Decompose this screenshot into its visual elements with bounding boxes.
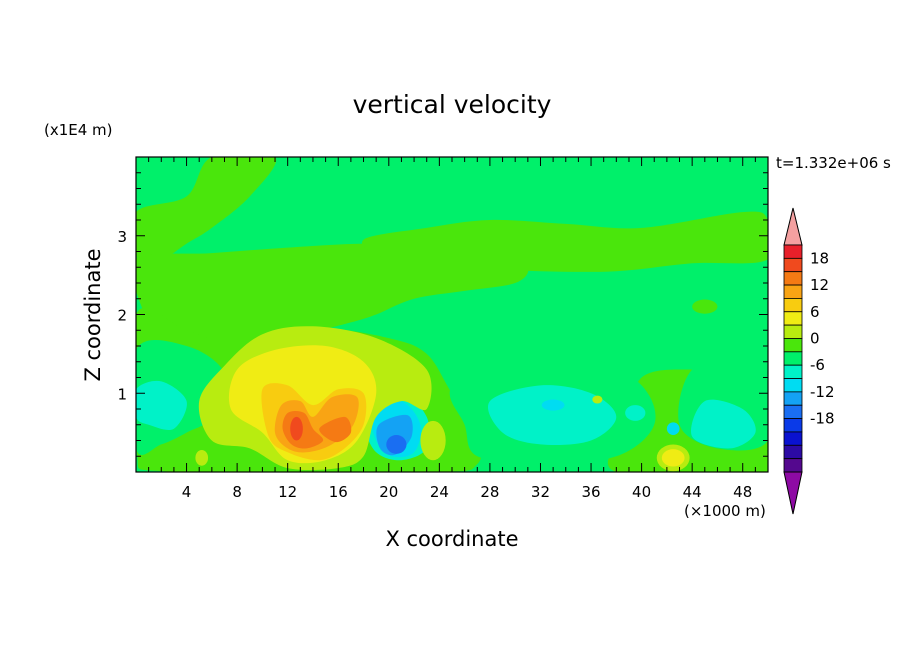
colorbar-band xyxy=(783,391,803,406)
y-tick-label: 1 xyxy=(117,385,127,403)
contour-region-27 xyxy=(661,449,685,467)
colorbar-band xyxy=(783,404,803,419)
contour-region-0 xyxy=(136,157,277,262)
contour-region-10 xyxy=(487,385,617,446)
contour-region-1 xyxy=(136,243,529,354)
colorbar-label: 0 xyxy=(810,329,820,347)
x-unit-label: (×1000 m) xyxy=(684,502,766,520)
x-tick-label: 4 xyxy=(182,483,192,501)
x-tick-label: 48 xyxy=(733,483,752,501)
x-tick-label: 12 xyxy=(278,483,297,501)
colorbar-band xyxy=(783,244,803,259)
colorbar-band xyxy=(783,418,803,433)
colorbar-band xyxy=(783,284,803,299)
axis-ticks xyxy=(136,157,768,472)
colorbar: 18 12 6 0 -6 -12 -18 xyxy=(783,207,835,515)
contour-region-15 xyxy=(386,434,407,454)
colorbar-band xyxy=(783,378,803,393)
contour-region-16 xyxy=(541,399,565,411)
contour-region-18 xyxy=(625,405,646,421)
contour-region-4 xyxy=(692,299,718,314)
colorbar-label: 6 xyxy=(810,303,820,321)
colorbar-band xyxy=(783,338,803,353)
colorbar-bottom-extension xyxy=(783,471,803,515)
colorbar-band xyxy=(783,324,803,339)
x-tick-label: 44 xyxy=(683,483,702,501)
contour-region-25 xyxy=(290,416,303,441)
colorbar-band xyxy=(783,257,803,273)
x-tick-label: 32 xyxy=(531,483,550,501)
colorbar-band xyxy=(783,311,803,326)
colorbar-band xyxy=(783,298,803,313)
colorbar-band xyxy=(783,271,803,286)
x-tick-label: 40 xyxy=(632,483,651,501)
x-tick-label: 20 xyxy=(379,483,398,501)
x-tick-label: 36 xyxy=(581,483,600,501)
y-tick-label: 2 xyxy=(117,307,127,325)
time-label: t=1.332e+06 s xyxy=(776,154,891,172)
contour-region-17 xyxy=(666,422,680,435)
contour-region-24 xyxy=(319,416,352,443)
colorbar-band xyxy=(783,444,803,460)
x-tick-labels: 4 8 12 16 20 24 28 32 36 40 44 48 xyxy=(182,483,752,501)
colorbar-label: -18 xyxy=(810,410,835,428)
contour-region-3 xyxy=(362,211,768,272)
contour-region-29 xyxy=(592,395,603,404)
contour-region-11 xyxy=(691,399,756,449)
contour-region-30 xyxy=(195,449,209,466)
y-tick-label: 3 xyxy=(117,228,127,246)
colorbar-band xyxy=(783,351,803,366)
x-axis-label: X coordinate xyxy=(385,527,518,551)
y-axis-label: Z coordinate xyxy=(81,248,105,381)
contour-field xyxy=(136,157,768,472)
colorbar-band xyxy=(783,364,803,379)
contour-region-28 xyxy=(420,420,446,461)
colorbar-label: -6 xyxy=(810,356,825,374)
x-tick-label: 24 xyxy=(430,483,449,501)
contour-region-9 xyxy=(136,380,187,431)
chart-title: vertical velocity xyxy=(353,90,552,119)
x-tick-label: 8 xyxy=(232,483,242,501)
x-tick-label: 28 xyxy=(480,483,499,501)
colorbar-band xyxy=(783,431,803,446)
colorbar-band xyxy=(783,458,803,473)
x-tick-label: 16 xyxy=(329,483,348,501)
y-unit-label: (x1E4 m) xyxy=(44,121,113,139)
colorbar-label: 18 xyxy=(810,249,829,267)
colorbar-label: -12 xyxy=(810,383,835,401)
colorbar-label: 12 xyxy=(810,276,829,294)
y-tick-labels: 1 2 3 xyxy=(117,228,127,404)
